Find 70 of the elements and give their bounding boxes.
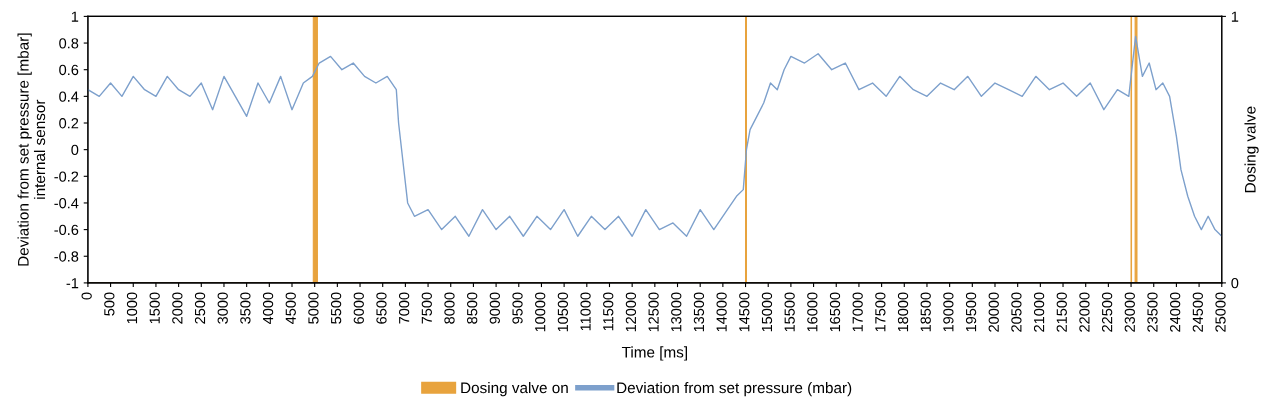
y2-tick-label: 0 [1231,278,1239,289]
x-tick-label: 6000 [353,292,364,324]
y-axis-title: Deviation from set pressure [mbar] internal sensor [17,33,46,266]
y-tick-label: 0.8 [59,38,79,49]
x-tick-label: 14500 [739,292,750,332]
x-tick-label: 500 [104,292,115,316]
y-tick-label: -0.4 [54,198,79,209]
x-tick-label: 20500 [1011,292,1022,332]
x-tick-label: 11000 [580,292,591,331]
x-tick-label: 5000 [308,292,319,324]
x-tick-label: 17500 [875,292,886,332]
x-tick-label: 12000 [625,292,637,332]
x-tick-label: 3000 [217,292,228,324]
y-tick-label: -0.8 [54,251,79,262]
x-tick-label: 13000 [671,292,682,332]
x-tick-label: 4000 [262,292,274,325]
x-tick-label: 17000 [852,292,863,332]
x-tick-label: 21000 [1033,292,1045,332]
x-tick-label: 15000 [761,292,773,332]
x-tick-label: 25000 [1215,292,1226,332]
y2-tick-label: 1 [1231,11,1239,22]
legend-label: Dosing valve on [461,382,568,397]
x-tick-label: 9000 [489,292,501,324]
x-tick-label: 18500 [920,292,931,332]
y-tick-label: 1 [71,11,79,22]
x-tick-label: 10500 [557,292,569,332]
x-tick-label: 18000 [897,292,909,332]
x-tick-label: 9500 [512,292,523,324]
x-tick-label: 22000 [1079,292,1090,332]
x-tick-label: 14000 [716,292,727,332]
x-tick-label: 2000 [172,292,183,324]
x-tick-label: 7000 [398,292,410,324]
x-tick-label: 22500 [1101,292,1113,332]
x-tick-label: 2500 [194,292,206,324]
x-tick-label: 5500 [330,292,342,324]
x-tick-label: 23500 [1147,292,1158,332]
x-tick-label: 7500 [421,292,432,324]
x-tick-label: 0 [81,292,92,300]
x-tick-label: 4500 [285,292,296,325]
x-tick-label: 1500 [149,292,160,324]
x-tick-label: 8000 [444,292,455,324]
x-tick-label: 3500 [240,292,251,324]
x-tick-label: 21500 [1056,292,1067,332]
y-tick-label: -0.2 [54,171,79,182]
x-tick-label: 10000 [535,292,546,332]
x-tick-label: 16000 [807,292,818,332]
x-tick-label: 6500 [376,292,387,324]
x-axis-title: Time [ms] [621,346,687,361]
x-tick-label: 12500 [648,292,659,332]
y-tick-label: 0.4 [59,91,79,102]
x-tick-label: 11500 [603,292,614,331]
x-tick-label: 19500 [965,292,977,332]
y2-axis-title: Dosing valve [1244,106,1259,193]
y-tick-label: 0.2 [59,118,79,129]
y-tick-label: -1 [66,278,79,289]
x-tick-label: 20000 [988,292,999,332]
y-tick-label: -0.6 [54,224,79,236]
y-tick-label: 0 [71,144,79,156]
legend-label: Deviation from set pressure (mbar) [617,382,852,397]
x-tick-label: 24500 [1192,292,1203,332]
x-tick-label: 16500 [829,292,841,332]
x-tick-label: 24000 [1170,292,1181,332]
x-tick-label: 15500 [784,292,795,332]
x-tick-label: 8500 [467,292,478,324]
y-tick-label: 0.6 [59,64,79,76]
x-tick-label: 23000 [1124,292,1135,332]
x-tick-label: 1000 [126,292,138,324]
line-series [87,35,1222,237]
x-tick-label: 19000 [943,292,954,332]
x-tick-label: 13500 [693,292,705,332]
